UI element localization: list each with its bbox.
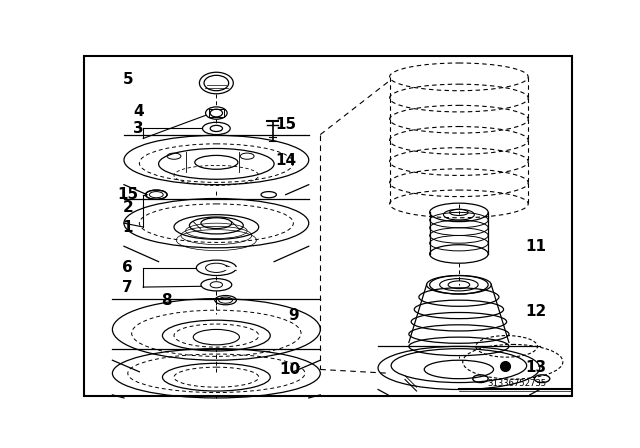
Text: 15: 15 — [275, 117, 296, 132]
Text: 11: 11 — [525, 239, 547, 254]
Text: 3: 3 — [133, 121, 144, 136]
Text: 6: 6 — [122, 260, 133, 276]
Text: 15: 15 — [117, 187, 138, 202]
Text: 2: 2 — [122, 200, 133, 215]
Text: 5: 5 — [122, 72, 133, 86]
Text: 7: 7 — [122, 280, 133, 295]
Text: 14: 14 — [275, 152, 296, 168]
Text: 31336752735: 31336752735 — [487, 379, 546, 388]
Text: 13: 13 — [525, 361, 547, 375]
Text: 9: 9 — [288, 308, 299, 323]
Text: 10: 10 — [279, 362, 300, 377]
Text: 8: 8 — [161, 293, 172, 308]
Text: 1: 1 — [122, 220, 133, 234]
Text: 4: 4 — [133, 104, 144, 119]
Text: 12: 12 — [525, 304, 547, 319]
